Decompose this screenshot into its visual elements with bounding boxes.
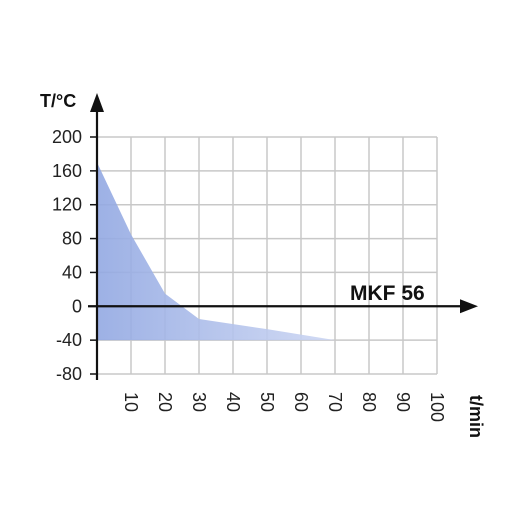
x-tick-labels: 10 20 30 40 50 60 70 80 90 100 [121,392,447,422]
area-series [97,162,335,341]
x-tick-label: 100 [427,392,447,422]
x-tick-label: 50 [257,392,277,412]
y-tick-label: 200 [52,127,82,147]
y-tick-label: 120 [52,195,82,215]
y-tick-label: -40 [56,330,82,350]
plot-area [97,162,335,341]
y-tick-label: 80 [62,229,82,249]
x-tick-label: 20 [155,392,175,412]
x-tick-label: 60 [291,392,311,412]
x-tick-label: 10 [121,392,141,412]
y-tick-label: 40 [62,262,82,282]
x-tick-label: 70 [325,392,345,412]
y-axis-label: T/°C [40,91,76,111]
x-tick-label: 30 [189,392,209,412]
y-tick-labels: 200 160 120 80 40 0 -40 -80 [52,127,82,384]
x-axis-label: t/min [466,395,486,438]
axes [88,93,478,380]
x-tick-label: 40 [223,392,243,412]
series-annotation: MKF 56 [350,282,425,305]
x-tick-label: 80 [359,392,379,412]
x-axis-arrow [460,299,478,314]
x-tick-label: 90 [393,392,413,412]
y-axis-arrow [90,93,104,112]
y-tick-label: -80 [56,364,82,384]
y-tick-label: 160 [52,161,82,181]
y-tick-label: 0 [72,296,82,316]
